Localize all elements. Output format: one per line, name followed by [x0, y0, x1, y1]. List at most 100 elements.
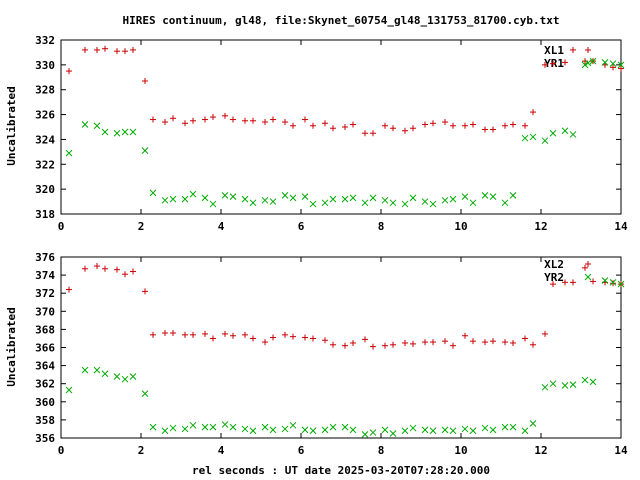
legend-label-xl1: XL1 [544, 44, 564, 57]
series-yr1 [65, 57, 625, 208]
data-point-xl2 [162, 330, 168, 337]
data-point-xl2 [382, 342, 388, 349]
data-point-yr2 [449, 427, 457, 435]
data-point-xl1 [322, 120, 328, 127]
bottom-x-tick-label: 2 [138, 444, 145, 457]
data-point-xl1 [470, 121, 476, 128]
data-point-xl2 [450, 342, 456, 349]
data-point-yr2 [249, 427, 257, 435]
bottom-y-tick-label: 356 [35, 432, 55, 445]
data-point-xl1 [610, 64, 616, 71]
data-point-yr2 [113, 373, 121, 380]
bottom-y-axis-label: Uncalibrated [5, 307, 18, 386]
data-point-xl2 [530, 341, 536, 348]
data-point-xl2 [362, 336, 368, 343]
data-point-yr2 [121, 375, 129, 383]
data-point-yr1 [421, 198, 429, 205]
top-y-tick-label: 326 [35, 109, 55, 122]
data-point-xl2 [462, 332, 468, 339]
data-point-yr2 [401, 427, 409, 435]
top-x-tick-label: 0 [58, 220, 65, 233]
bottom-y-tick-label: 368 [35, 323, 55, 336]
data-point-yr2 [609, 278, 617, 286]
data-point-yr2 [381, 426, 389, 434]
data-point-xl2 [350, 339, 356, 346]
data-point-yr1 [121, 128, 129, 136]
data-point-yr2 [617, 280, 625, 288]
x-axis-label: rel seconds : UT date 2025-03-20T07:28:2… [192, 464, 490, 477]
series-yr2 [65, 277, 625, 438]
top-x-tick-label: 6 [298, 220, 305, 233]
data-point-xl2 [390, 341, 396, 348]
data-point-xl2 [94, 263, 100, 270]
data-point-yr1 [489, 193, 497, 200]
data-point-yr1 [381, 196, 389, 204]
data-point-xl2 [102, 265, 108, 272]
data-point-yr1 [189, 190, 197, 198]
bottom-legend: XL2 YR2 [544, 258, 564, 284]
data-point-yr2 [369, 429, 377, 436]
data-point-yr2 [221, 421, 229, 428]
data-point-xl1 [270, 116, 276, 123]
bottom-panel: Uncalibrated XL2 YR2 0 2 4 6 8 10 12 14 356 358 36… [5, 251, 628, 457]
data-point-yr1 [461, 193, 469, 200]
bottom-x-tick-label: 6 [298, 444, 305, 457]
data-point-xl2 [402, 339, 408, 346]
data-point-yr1 [361, 199, 369, 207]
bottom-x-tick-label: 10 [454, 444, 467, 457]
data-point-xl2 [522, 335, 528, 342]
data-point-xl1 [382, 122, 388, 129]
data-point-xl1 [190, 117, 196, 124]
series-xl1 [66, 45, 624, 137]
bottom-y-tick-label: 374 [35, 269, 55, 282]
top-panel: Uncalibrated XL1 YR1 0 2 4 6 8 10 12 14 318 320 32… [5, 34, 628, 233]
data-point-xl2 [322, 337, 328, 344]
data-point-xl1 [618, 65, 624, 72]
data-point-yr2 [129, 373, 137, 380]
data-point-yr2 [561, 382, 569, 389]
data-point-yr2 [149, 423, 157, 431]
data-point-yr1 [113, 129, 121, 137]
data-point-xl1 [562, 59, 568, 66]
chart-title: HIRES continuum, gl48, file:Skynet_60754… [122, 14, 559, 27]
data-point-xl2 [262, 339, 268, 346]
data-point-yr2 [169, 424, 177, 432]
top-y-tick-label: 318 [35, 208, 55, 221]
data-point-yr2 [361, 431, 369, 438]
data-point-yr2 [349, 426, 357, 434]
data-point-yr1 [401, 200, 409, 208]
data-point-xl1 [302, 116, 308, 123]
data-point-xl2 [302, 334, 308, 341]
data-point-xl2 [114, 266, 120, 273]
data-point-xl1 [510, 121, 516, 128]
data-point-yr1 [241, 195, 249, 203]
data-point-yr1 [581, 61, 589, 69]
bottom-x-tick-label: 12 [534, 444, 547, 457]
data-point-xl1 [342, 124, 348, 130]
data-point-yr1 [141, 147, 149, 154]
data-point-xl2 [490, 338, 496, 345]
data-point-xl1 [310, 122, 316, 129]
data-point-xl2 [590, 278, 596, 285]
data-point-xl1 [202, 116, 208, 123]
data-point-yr2 [461, 425, 469, 433]
data-point-xl1 [162, 119, 168, 126]
data-point-yr2 [549, 380, 557, 388]
legend-marker-yr1 [584, 59, 592, 67]
data-point-yr2 [569, 381, 577, 388]
data-point-yr1 [617, 61, 625, 69]
data-point-xl2 [442, 338, 448, 345]
data-point-xl1 [462, 122, 468, 129]
top-x-tick-label: 2 [138, 220, 145, 233]
data-point-yr1 [349, 194, 357, 202]
legend-marker-xl2 [585, 261, 591, 267]
data-point-yr2 [65, 386, 73, 394]
data-point-xl1 [250, 117, 256, 124]
data-point-xl2 [210, 335, 216, 342]
data-point-yr1 [201, 194, 209, 202]
data-point-yr1 [281, 192, 289, 199]
data-point-xl1 [330, 125, 336, 132]
data-point-yr2 [161, 427, 169, 435]
data-point-yr2 [189, 421, 197, 429]
